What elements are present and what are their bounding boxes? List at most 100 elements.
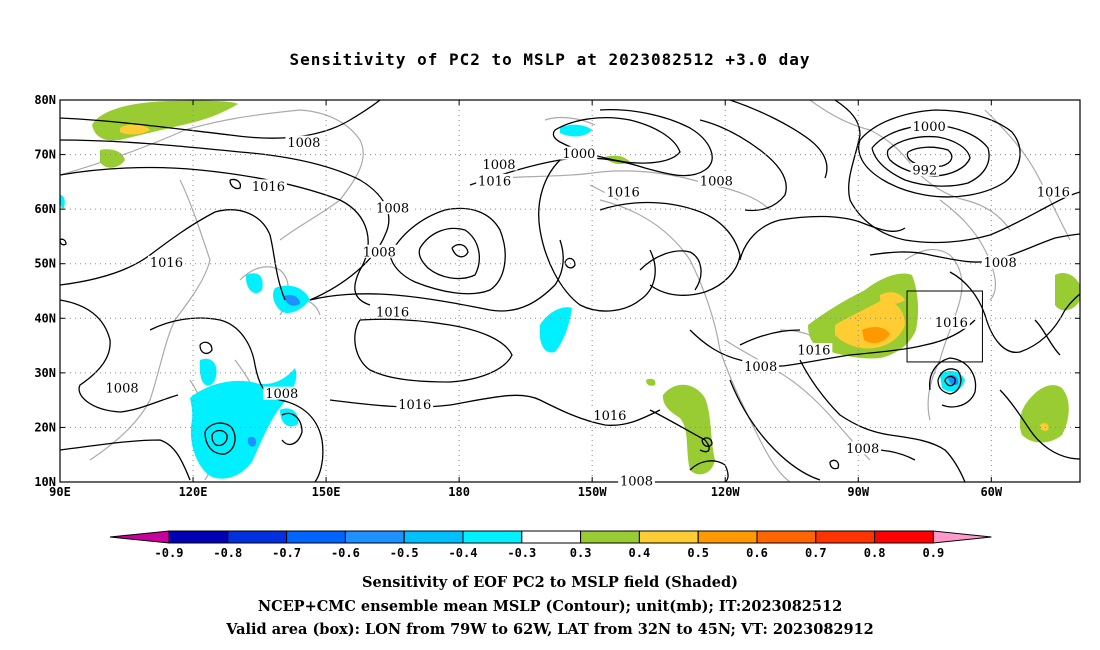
contour-label-bg <box>591 408 629 422</box>
colorbar-cell <box>227 530 288 544</box>
colorbar-label: -0.6 <box>331 546 360 560</box>
contour-label-bg <box>374 201 412 215</box>
contour-label: 1016 <box>1037 185 1070 200</box>
colorbar-cell <box>932 530 992 544</box>
lat-tick-label: 10N <box>34 475 56 489</box>
contour-label: 1008 <box>700 174 733 189</box>
contour-label-bg <box>148 255 185 269</box>
contour-label: 1008 <box>984 256 1017 271</box>
caption-valid-area: Valid area (box): LON from 79W to 62W, L… <box>226 621 874 638</box>
colorbar-label: 0.6 <box>746 546 768 560</box>
lon-tick-label: 120E <box>179 485 208 499</box>
contour-label: 1008 <box>265 387 298 402</box>
colorbar-cell <box>286 530 346 544</box>
lat-tick-label: 20N <box>34 420 56 434</box>
contour-label-bg <box>795 343 833 357</box>
lon-tick-label: 90E <box>49 485 71 499</box>
contour-label-bg <box>742 359 780 373</box>
colorbar: -0.9 -0.8 -0.7 -0.6 -0.5 -0.4 -0.3 0.3 0.4 0.5 0.6… <box>109 530 992 560</box>
colorbar-cell <box>638 530 699 544</box>
contour-label-bg <box>910 162 940 176</box>
shaded-regions <box>60 100 1080 479</box>
contour-label: 1016 <box>935 316 968 331</box>
contour-label: 1000 <box>562 147 595 162</box>
contour-label-bg <box>103 381 141 395</box>
contour-label: 1016 <box>150 256 183 271</box>
contour-label-bg <box>1034 184 1072 198</box>
lat-tick-label: 40N <box>34 311 56 325</box>
colorbar-cell <box>168 530 229 544</box>
mslp-contours <box>60 100 1080 482</box>
colorbar-label: 0.7 <box>805 546 827 560</box>
lat-tick-label: 80N <box>34 93 56 107</box>
lat-tick-label: 50N <box>34 257 56 271</box>
colorbar-label: -0.4 <box>449 546 478 560</box>
contour-label: 992 <box>912 163 937 178</box>
contour-label: 1016 <box>252 180 285 195</box>
caption-shading: Sensitivity of EOF PC2 to MSLP field (Sh… <box>362 574 738 591</box>
colorbar-cell <box>874 530 934 544</box>
contour-label: 1000 <box>913 120 946 135</box>
contour-label-bg <box>360 244 398 258</box>
colorbar-label: -0.5 <box>390 546 419 560</box>
axis-ticks: 90E 120E 150E 180 150W 120W 90W 60W 80N 70N 60N 50N… <box>34 93 1080 499</box>
colorbar-cell <box>344 530 405 544</box>
colorbar-label: 0.5 <box>687 546 709 560</box>
contour-label-bg <box>374 304 412 318</box>
contour-label: 1008 <box>620 475 653 490</box>
lon-tick-label: 150W <box>578 485 608 499</box>
colorbar-label: 0.4 <box>629 546 651 560</box>
contour-label: 1008 <box>846 442 879 457</box>
lon-tick-label: 180 <box>448 485 470 499</box>
lon-tick-label: 60W <box>980 485 1002 499</box>
colorbar-label: 0.9 <box>923 546 945 560</box>
contour-label-bg <box>285 135 323 149</box>
contour-label-bg <box>932 315 970 329</box>
contour-label-bg <box>560 146 598 160</box>
contour-label-bg <box>910 119 948 133</box>
colorbar-cell <box>756 530 817 544</box>
contour-label-bg <box>844 441 882 455</box>
lon-tick-label: 120W <box>711 485 741 499</box>
colorbar-cell <box>521 530 582 544</box>
contour-label: 1008 <box>482 158 515 173</box>
contour-label-bg <box>263 386 301 400</box>
contour-label-bg <box>396 397 434 411</box>
colorbar-label: -0.3 <box>507 546 536 560</box>
contour-label: 1016 <box>607 185 640 200</box>
colorbar-label: 0.8 <box>864 546 886 560</box>
lat-tick-label: 60N <box>34 202 56 216</box>
contour-label-bg <box>697 173 735 187</box>
colorbar-cell <box>403 530 464 544</box>
colorbar-label: 0.3 <box>570 546 592 560</box>
contour-label-bg <box>250 179 287 193</box>
colorbar-cell <box>462 530 523 544</box>
colorbar-label: -0.8 <box>213 546 242 560</box>
page-title: Sensitivity of PC2 to MSLP at 2023082512… <box>289 50 811 69</box>
map-area <box>60 100 1080 482</box>
lat-tick-label: 70N <box>34 148 56 162</box>
contour-label: 1008 <box>376 202 409 217</box>
contour-label: 1008 <box>363 245 396 260</box>
colorbar-cell <box>815 530 876 544</box>
colorbar-label: -0.9 <box>155 546 184 560</box>
contour-labels: 1008 1016 1016 1008 1008 1016 1016 1008 1008 1008… <box>103 119 1072 490</box>
caption-contour: NCEP+CMC ensemble mean MSLP (Contour); u… <box>257 598 843 615</box>
lat-tick-label: 30N <box>34 366 56 380</box>
contour-label: 1008 <box>106 382 139 397</box>
valid-area-box <box>906 290 983 363</box>
contour-label: 1016 <box>593 409 626 424</box>
contour-label-bg <box>618 474 655 487</box>
lon-tick-label: 90W <box>847 485 869 499</box>
map-frame <box>59 99 1081 483</box>
colorbar-label: -0.7 <box>272 546 301 560</box>
lon-tick-label: 150E <box>312 485 341 499</box>
contour-label: 1008 <box>287 136 320 151</box>
colorbar-cell <box>697 530 758 544</box>
contour-label: 1008 <box>744 360 777 375</box>
contour-label-bg <box>480 157 518 171</box>
contour-label: 1016 <box>797 344 830 359</box>
contour-label: 1016 <box>376 305 409 320</box>
colorbar-cell <box>580 530 640 544</box>
